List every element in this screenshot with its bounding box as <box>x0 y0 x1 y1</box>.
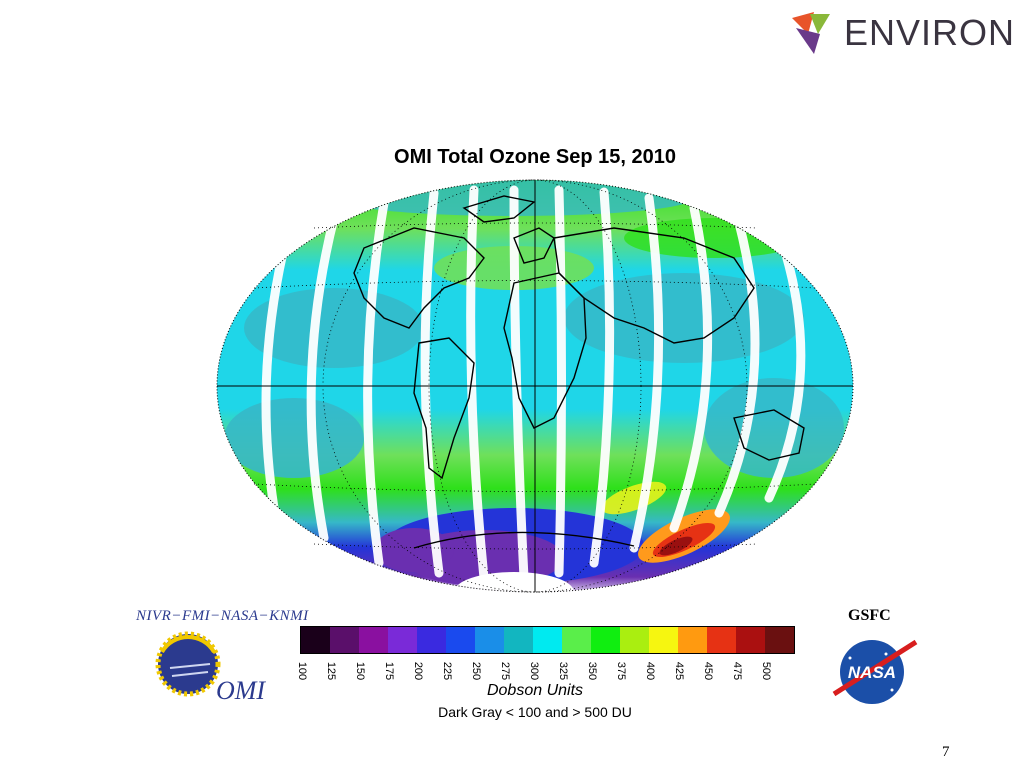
colorbar-tick-label: 150 <box>353 661 366 681</box>
environ-mark-icon <box>792 12 830 54</box>
ozone-map <box>214 178 856 598</box>
colorbar-swatch <box>533 627 562 653</box>
ozone-colorbar <box>300 626 795 654</box>
colorbar-swatch <box>388 627 417 653</box>
environ-logo: ENVIRON <box>788 8 1014 58</box>
colorbar-swatch <box>649 627 678 653</box>
colorbar-swatch <box>301 627 330 653</box>
colorbar-tick-label: 475 <box>730 661 743 681</box>
colorbar-swatch <box>765 627 794 653</box>
colorbar-swatch <box>330 627 359 653</box>
colorbar-tick-label: 175 <box>382 661 395 681</box>
colorbar-swatch <box>417 627 446 653</box>
nasa-logo-icon: NASA <box>832 639 918 704</box>
brand-name: ENVIRON <box>844 12 1016 53</box>
colorbar-swatch <box>504 627 533 653</box>
colorbar-swatch <box>591 627 620 653</box>
colorbar-swatch <box>359 627 388 653</box>
map-title: OMI Total Ozone Sep 15, 2010 <box>394 146 676 168</box>
gsfc-label: GSFC <box>848 607 891 624</box>
colorbar-range-note: Dark Gray < 100 and > 500 DU <box>438 704 632 720</box>
colorbar-swatch <box>475 627 504 653</box>
colorbar-swatch <box>620 627 649 653</box>
organizations-credit: NIVR−FMI−NASA−KNMI <box>136 608 309 624</box>
nasa-logo-text: NASA <box>848 663 896 682</box>
colorbar-swatch <box>562 627 591 653</box>
omi-logo-icon <box>155 631 221 697</box>
colorbar-units-label: Dobson Units <box>486 682 584 699</box>
colorbar-tick-label: 100 <box>295 661 308 681</box>
colorbar-swatch <box>707 627 736 653</box>
page-number: 7 <box>942 744 950 760</box>
colorbar-swatch <box>736 627 765 653</box>
colorbar-swatch <box>678 627 707 653</box>
colorbar-tick-label: 450 <box>701 661 714 681</box>
colorbar-tick-label: 500 <box>759 661 772 681</box>
colorbar-tick-label: 125 <box>324 661 337 681</box>
omi-logo-text: OMI <box>216 676 266 705</box>
colorbar-tick-label: 425 <box>672 661 685 681</box>
colorbar-swatch <box>446 627 475 653</box>
